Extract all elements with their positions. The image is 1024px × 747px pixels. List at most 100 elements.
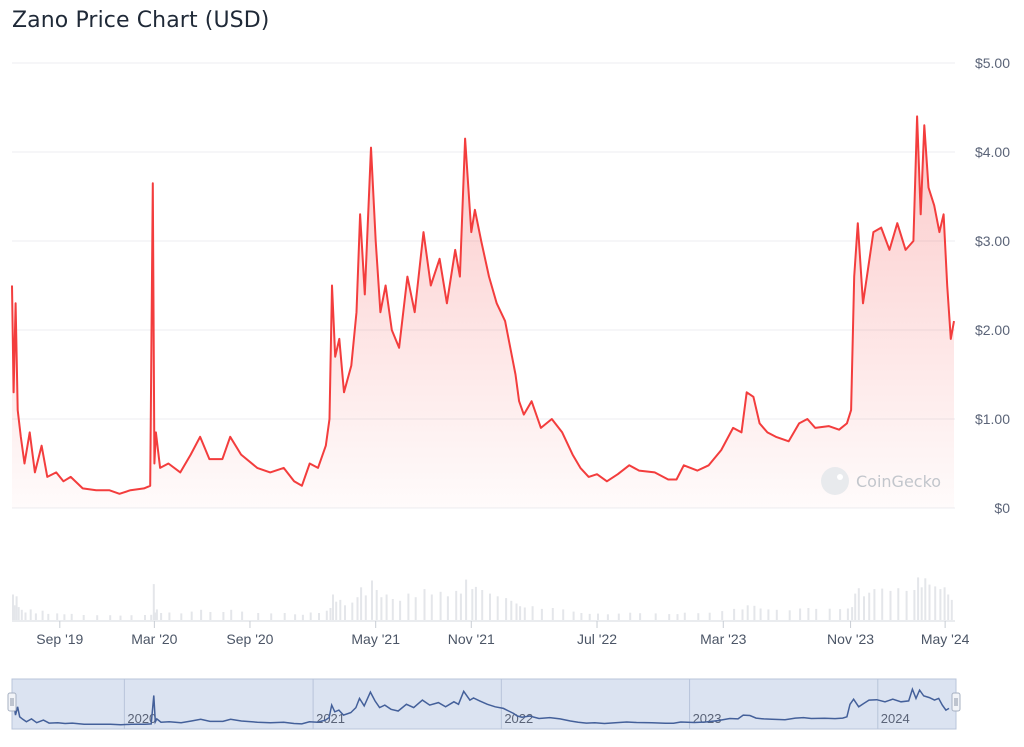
volume-bar: [17, 607, 20, 620]
volume-bar: [759, 608, 762, 620]
x-axis: Sep '19 Mar '20 Sep '20 May '21 Nov '21 Jul '…: [36, 621, 970, 647]
volume-bar: [924, 578, 927, 620]
volume-bar: [155, 609, 158, 620]
volume-bar: [588, 613, 591, 621]
x-tick-label: May '24: [921, 631, 970, 647]
volume-bar: [515, 603, 518, 620]
volume-bar: [562, 609, 565, 620]
volume-bar: [917, 577, 920, 620]
volume-bar: [332, 594, 334, 620]
volume-bar: [753, 605, 756, 621]
volume-bar: [200, 609, 203, 620]
x-tick-label: Nov '23: [827, 631, 874, 647]
volume-bar: [629, 612, 632, 620]
y-tick-label: $5.00: [975, 55, 1010, 71]
volume-bar: [676, 614, 679, 620]
volume-bar: [385, 594, 388, 620]
volume-bar: [846, 608, 849, 620]
volume-bar: [828, 608, 831, 620]
volume-bar: [455, 590, 458, 620]
volume-bar: [270, 613, 273, 620]
volume-bar: [180, 613, 183, 620]
x-tick-label: Sep '19: [36, 631, 83, 647]
x-tick-label: Mar '23: [700, 631, 746, 647]
volume-bar: [351, 602, 354, 620]
volume-bar: [668, 614, 671, 620]
y-tick-label: $3.00: [975, 233, 1010, 249]
volume-bar: [360, 587, 363, 620]
y-tick-label: $1.00: [975, 411, 1010, 427]
volume-bar: [708, 612, 711, 620]
volume-bar: [301, 614, 304, 621]
volume-bar: [471, 589, 474, 620]
volume-bar: [446, 596, 449, 620]
volume-bar: [868, 592, 871, 620]
price-line: [11, 115, 955, 495]
volume-bar: [294, 614, 297, 620]
volume-bar: [152, 584, 155, 620]
volume-bar: [241, 611, 244, 620]
volume-bar: [654, 613, 657, 620]
volume-bar: [572, 611, 575, 620]
navigator-tick-label: 2022: [504, 711, 533, 726]
navigator-left-handle[interactable]: [7, 692, 17, 712]
volume-bar: [41, 610, 44, 620]
volume-bar: [788, 610, 791, 621]
navigator-tick-label: 2024: [881, 711, 910, 726]
y-tick-label: $4.00: [975, 144, 1010, 160]
volume-bar: [371, 580, 373, 620]
volume-bar: [230, 609, 233, 620]
volume-bar: [335, 601, 338, 620]
volume-bar: [380, 597, 383, 620]
navigator-right-handle[interactable]: [951, 692, 961, 712]
volume-bar: [905, 590, 908, 620]
volume-bar: [34, 613, 37, 620]
volume-bar: [639, 613, 642, 620]
volume-bar: [20, 609, 23, 620]
volume-bar: [344, 605, 346, 620]
volume-bar: [391, 599, 394, 620]
volume-bar: [29, 609, 32, 620]
volume-bar: [70, 613, 73, 621]
volume-bar: [109, 615, 112, 620]
volume-bar: [939, 589, 942, 620]
volume-bar: [863, 596, 865, 620]
volume-bar: [407, 593, 410, 620]
volume-bar: [190, 611, 193, 620]
gecko-eye-icon: [837, 474, 843, 480]
volume-bar: [356, 597, 359, 620]
volume-bar: [130, 615, 133, 620]
volume-bar: [580, 613, 583, 620]
volume-bar: [325, 610, 328, 620]
volume-bar: [150, 614, 153, 621]
volume-bar: [799, 608, 802, 620]
volume-bar: [339, 599, 342, 620]
volume-bar: [459, 593, 462, 620]
volume-bar: [430, 594, 433, 620]
volume-bar: [934, 586, 937, 620]
volume-bar: [56, 613, 59, 620]
volume-bar: [881, 588, 884, 620]
navigator[interactable]: 2020 2021 2022 2023 2024: [7, 678, 961, 730]
volume-bar: [439, 591, 442, 620]
volume-bar: [523, 607, 526, 620]
volume-bar: [697, 613, 700, 620]
volume-bar: [82, 615, 85, 620]
volume-bar: [721, 611, 724, 620]
volume-bar: [733, 608, 736, 620]
navigator-ticks: 2020 2021 2022 2023 2024: [123, 679, 910, 729]
volume-bar: [399, 600, 402, 620]
volume-bar: [617, 613, 620, 620]
volume-bar: [318, 613, 320, 620]
volume-bar: [375, 590, 378, 620]
volume-bar: [423, 589, 426, 620]
coingecko-watermark: CoinGecko: [821, 467, 941, 495]
volume-bar: [775, 609, 778, 620]
volume-bar: [551, 608, 554, 620]
volume-bar: [209, 612, 212, 620]
price-area: [12, 116, 954, 509]
navigator-tick-label: 2020: [127, 711, 156, 726]
volume-bar: [414, 597, 417, 620]
volume-bar: [807, 608, 810, 620]
volume-bar: [222, 612, 225, 620]
